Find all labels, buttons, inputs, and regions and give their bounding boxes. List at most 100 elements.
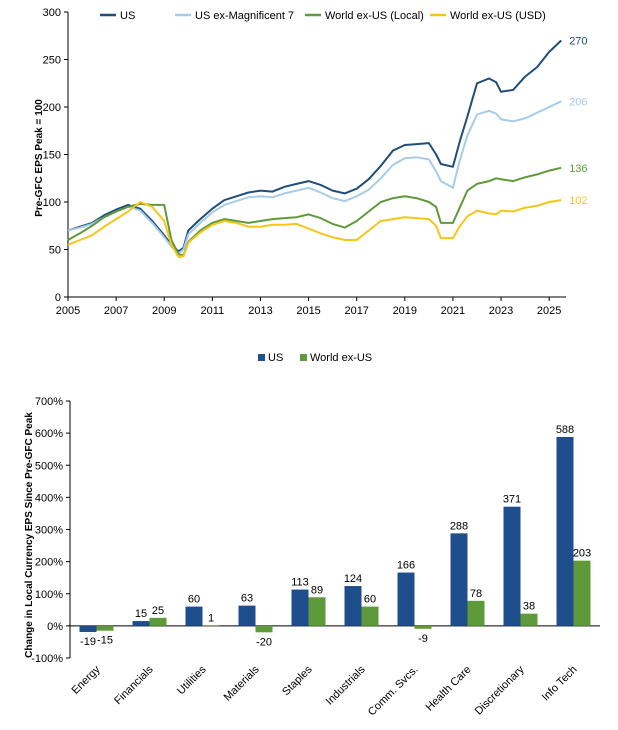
legend-label: World ex-US xyxy=(310,352,372,364)
bar-us xyxy=(344,586,362,626)
bar-world-ex-us xyxy=(467,600,485,626)
line-x-tick-label: 2009 xyxy=(152,305,176,317)
bar-y-tick-label: -100% xyxy=(31,653,63,665)
bar-world-ex-us xyxy=(361,606,379,626)
bar-value-label: 288 xyxy=(450,520,468,532)
bar-world-ex-us xyxy=(414,625,432,629)
bar-value-label: 60 xyxy=(188,594,200,606)
bar-us xyxy=(291,589,309,626)
line-x-tick-label: 2013 xyxy=(248,305,272,317)
line-chart-series: 270 206 136 102 xyxy=(67,36,588,259)
line-end-label: 136 xyxy=(569,163,587,175)
legend-label: US ex-Magnificent 7 xyxy=(195,10,294,22)
legend-label: US xyxy=(120,10,135,22)
bar-us xyxy=(132,621,150,626)
bar-world-ex-us xyxy=(255,625,273,633)
line-x-tick-label: 2007 xyxy=(104,305,128,317)
bar-category-label: Staples xyxy=(280,663,315,698)
bar-world-ex-us xyxy=(308,597,326,626)
line-chart-axes: 0 50 100 150 200 250 300 2005 2007 2009 2011 2013 20… xyxy=(43,7,566,317)
bar-category-label: Utilities xyxy=(175,663,209,697)
bar-chart-legend: US World ex-US xyxy=(258,352,372,364)
line-series-world-ex-us-local- xyxy=(67,166,562,257)
bar-category-label: Health Care xyxy=(424,664,474,714)
bar-y-tick-label: 600% xyxy=(35,428,63,440)
bar-us xyxy=(397,572,415,626)
line-x-tick-label: 2011 xyxy=(201,305,225,317)
line-series-us xyxy=(67,39,562,253)
bar-us xyxy=(556,436,574,626)
legend-label: World ex-US (USD) xyxy=(450,10,546,22)
line-end-label: 270 xyxy=(569,36,587,48)
bar-y-tick-label: 500% xyxy=(35,460,63,472)
bar-world-ex-us xyxy=(149,617,167,626)
line-y-tick-label: 300 xyxy=(43,7,61,19)
bar-y-tick-label: 200% xyxy=(35,557,63,569)
bar-world-ex-us xyxy=(202,625,220,627)
line-x-tick-label: 2023 xyxy=(489,305,513,317)
line-x-tick-label: 2017 xyxy=(344,305,368,317)
bar-category-label: Info Tech xyxy=(540,664,580,704)
bar-value-label: 63 xyxy=(241,593,253,605)
line-y-tick-label: 50 xyxy=(49,245,61,257)
bar-category-label: Comm. Svcs. xyxy=(366,664,421,719)
line-chart-y-axis-title: Pre-GFC EPS Peak = 100 xyxy=(34,99,45,217)
line-y-tick-label: 0 xyxy=(55,292,61,304)
bar-value-label: 78 xyxy=(470,588,482,600)
bar-y-tick-label: 700% xyxy=(35,396,63,408)
legend-label: US xyxy=(268,352,283,364)
eps-bar-chart: US World ex-US -100% 0% 100% 200% 300% 400% 500… xyxy=(24,352,600,719)
bar-category-label: Industrials xyxy=(324,663,368,707)
bar-chart-y-axis-title: Change in Local Currency EPS Since Pre-G… xyxy=(24,412,35,658)
line-x-tick-label: 2015 xyxy=(296,305,320,317)
line-y-tick-label: 100 xyxy=(43,197,61,209)
line-x-tick-label: 2019 xyxy=(393,305,417,317)
line-end-label: 102 xyxy=(569,195,587,207)
bar-us xyxy=(450,533,468,626)
bar-value-label: -15 xyxy=(97,635,113,647)
bar-value-label: 89 xyxy=(311,584,323,596)
bar-y-tick-label: 0% xyxy=(47,621,63,633)
bar-value-label: 1 xyxy=(208,613,214,625)
bar-value-label: 371 xyxy=(503,494,521,506)
bar-value-label: 166 xyxy=(397,560,415,572)
line-chart-legend: US US ex-Magnificent 7 World ex-US (Local)… xyxy=(100,10,546,22)
line-series-world-ex-us-usd- xyxy=(67,199,562,259)
line-end-label: 206 xyxy=(569,96,587,108)
bar-value-label: -20 xyxy=(256,636,272,648)
bar-y-tick-label: 400% xyxy=(35,492,63,504)
bar-value-label: 113 xyxy=(291,577,309,589)
bar-world-ex-us xyxy=(520,613,538,626)
bar-y-tick-label: 100% xyxy=(35,589,63,601)
bar-value-label: -19 xyxy=(80,636,96,648)
legend-swatch xyxy=(258,354,265,361)
bar-value-label: 60 xyxy=(364,594,376,606)
bar-value-label: 124 xyxy=(344,573,362,585)
bar-us xyxy=(238,605,256,626)
bar-value-label: 25 xyxy=(152,605,164,617)
bar-us xyxy=(79,625,97,632)
bar-y-tick-label: 300% xyxy=(35,525,63,537)
bar-world-ex-us xyxy=(96,625,114,631)
bar-world-ex-us xyxy=(573,560,591,626)
bar-category-label: Financials xyxy=(112,663,156,707)
eps-line-chart: US US ex-Magnificent 7 World ex-US (Local)… xyxy=(34,7,588,317)
line-x-tick-label: 2025 xyxy=(537,305,561,317)
legend-swatch xyxy=(300,354,307,361)
bar-us xyxy=(185,606,203,626)
bar-value-label: 588 xyxy=(556,424,574,436)
bar-category-label: Discretionary xyxy=(473,663,527,717)
bar-value-label: -9 xyxy=(418,633,428,645)
line-y-tick-label: 250 xyxy=(43,55,61,67)
line-series-us-ex-magnificent-7 xyxy=(67,100,562,255)
line-y-tick-label: 150 xyxy=(43,150,61,162)
line-y-tick-label: 200 xyxy=(43,102,61,114)
line-x-tick-label: 2005 xyxy=(56,305,80,317)
legend-label: World ex-US (Local) xyxy=(325,10,424,22)
bar-category-label: Materials xyxy=(222,663,262,703)
bar-value-label: 203 xyxy=(573,548,591,560)
bar-us xyxy=(503,506,521,626)
bar-value-label: 15 xyxy=(135,608,147,620)
line-x-tick-label: 2021 xyxy=(441,305,465,317)
